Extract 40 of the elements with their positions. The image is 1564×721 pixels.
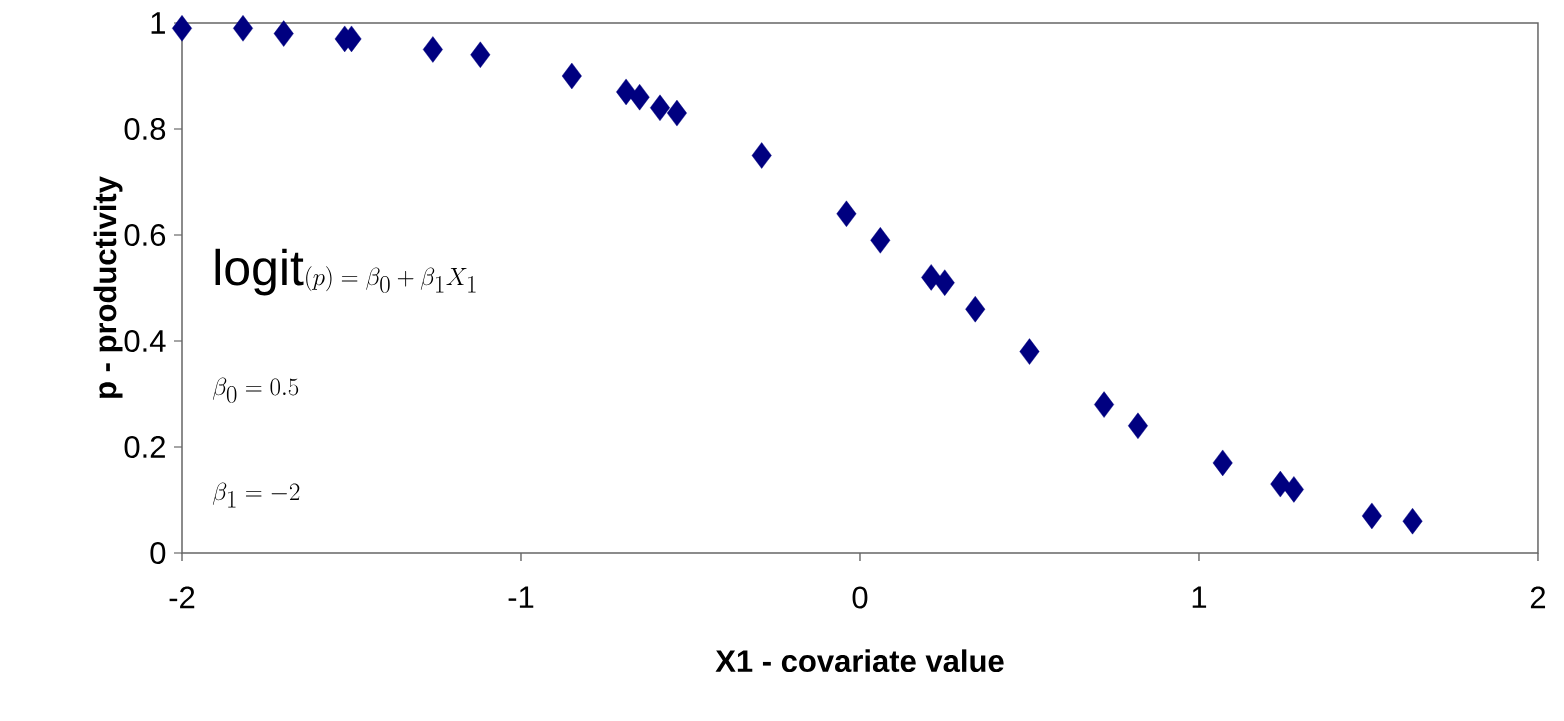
- point: [751, 142, 772, 169]
- point: [422, 36, 443, 63]
- y-tick-label: 0.2: [124, 436, 165, 458]
- point: [666, 99, 687, 127]
- point: [1402, 508, 1423, 535]
- x-tick-label: -2: [169, 586, 195, 609]
- x-axis-title: X1 - covariate value: [715, 649, 1004, 673]
- x-tick-label: -1: [508, 586, 534, 608]
- point: [470, 41, 491, 68]
- point: [1094, 391, 1115, 418]
- point: [1283, 476, 1304, 503]
- y-tick-label: 1: [151, 12, 165, 34]
- point: [1270, 470, 1291, 498]
- x-tick-label: 0: [852, 586, 868, 609]
- point: [233, 15, 253, 42]
- point: [921, 264, 942, 291]
- point: [273, 20, 294, 47]
- point: [1361, 502, 1382, 530]
- y-tick-label: 0.4: [124, 330, 166, 352]
- x-tick-label: 1: [1192, 586, 1207, 608]
- point: [934, 269, 955, 296]
- annotation: $\beta_0 = 0.5$: [212, 377, 299, 403]
- point: [561, 62, 582, 90]
- point: [650, 94, 670, 121]
- annotation: $\beta_1 = -2$: [212, 482, 300, 508]
- point: [836, 200, 857, 227]
- annotation: $\mathrm{logit}(p) = \beta_0 + \beta_1 X_1$: [215, 248, 476, 296]
- y-tick-label: 0.8: [124, 118, 166, 140]
- y-tick-label: 0: [150, 542, 166, 564]
- point: [1019, 338, 1040, 365]
- point: [616, 78, 637, 106]
- point: [965, 296, 986, 323]
- x-tick-label: 2: [1530, 586, 1546, 609]
- point: [870, 227, 891, 254]
- point: [1212, 449, 1233, 477]
- point: [629, 84, 650, 111]
- point: [1128, 412, 1148, 439]
- point: [172, 15, 192, 42]
- y-axis-title: p - productivity: [93, 176, 123, 398]
- y-tick-label: 0.6: [124, 224, 166, 246]
